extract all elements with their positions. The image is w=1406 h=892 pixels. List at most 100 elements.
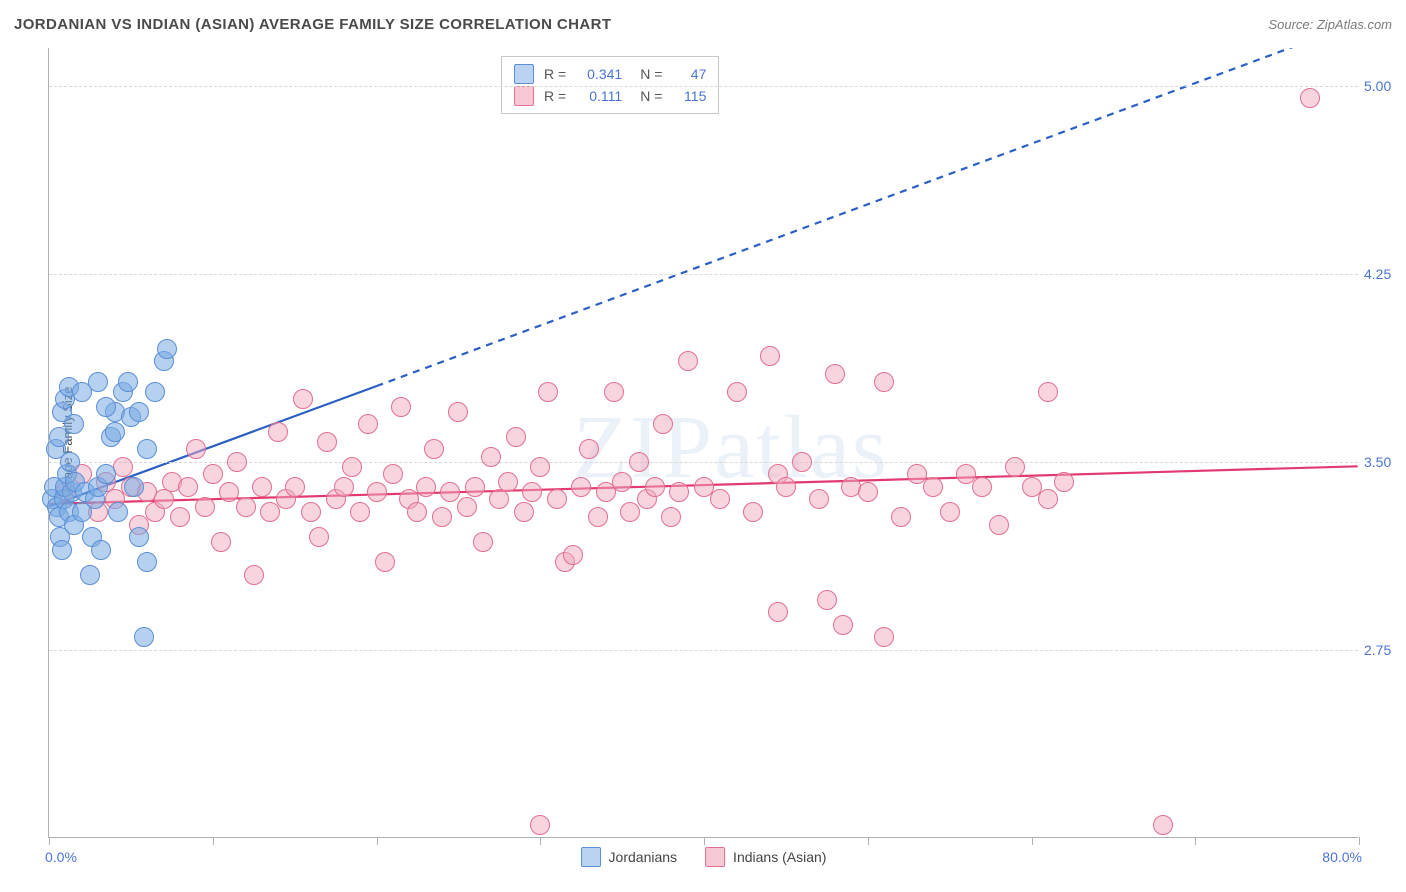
indian-point [620, 502, 640, 522]
jordanian-point [72, 382, 92, 402]
x-tick [704, 837, 705, 845]
jordanian-point [80, 565, 100, 585]
indian-point [506, 427, 526, 447]
indian-point [1054, 472, 1074, 492]
legend-swatch [581, 847, 601, 867]
r-label: R = [544, 63, 566, 85]
trendlines-layer [49, 48, 1358, 837]
n-value: 47 [672, 63, 706, 85]
indian-point [342, 457, 362, 477]
indian-point [547, 489, 567, 509]
legend-item: Indians (Asian) [705, 847, 826, 867]
indian-point [1153, 815, 1173, 835]
indian-point [940, 502, 960, 522]
indian-point [473, 532, 493, 552]
indian-point [489, 489, 509, 509]
indian-point [317, 432, 337, 452]
indian-point [653, 414, 673, 434]
legend-label: Jordanians [609, 849, 678, 865]
jordanian-point [134, 627, 154, 647]
jordanian-point [118, 372, 138, 392]
x-tick [1032, 837, 1033, 845]
indian-point [481, 447, 501, 467]
legend-swatch [514, 86, 534, 106]
indian-point [334, 477, 354, 497]
gridline [49, 86, 1358, 87]
legend-row: R =0.111N =115 [514, 85, 706, 107]
indian-point [760, 346, 780, 366]
indian-point [891, 507, 911, 527]
indian-point [612, 472, 632, 492]
jordanian-point [105, 422, 125, 442]
indian-point [1300, 88, 1320, 108]
chart-title: JORDANIAN VS INDIAN (ASIAN) AVERAGE FAMI… [14, 16, 611, 33]
indian-point [293, 389, 313, 409]
indian-point [1038, 382, 1058, 402]
source-label: Source: ZipAtlas.com [1268, 17, 1392, 32]
indian-point [874, 627, 894, 647]
indian-point [669, 482, 689, 502]
y-tick-label: 4.25 [1364, 266, 1406, 282]
indian-point [923, 477, 943, 497]
indian-point [244, 565, 264, 585]
indian-point [645, 477, 665, 497]
indian-point [285, 477, 305, 497]
indian-point [195, 497, 215, 517]
indian-point [407, 502, 427, 522]
r-value: 0.341 [576, 63, 622, 85]
n-value: 115 [672, 85, 706, 107]
indian-point [727, 382, 747, 402]
indian-point [432, 507, 452, 527]
y-tick-label: 2.75 [1364, 642, 1406, 658]
jordanian-point [157, 339, 177, 359]
indian-point [268, 422, 288, 442]
indian-point [154, 489, 174, 509]
indian-point [178, 477, 198, 497]
jordanian-point [124, 477, 144, 497]
indian-point [858, 482, 878, 502]
n-label: N = [640, 63, 662, 85]
indian-point [588, 507, 608, 527]
indian-point [530, 457, 550, 477]
indian-point [530, 815, 550, 835]
x-tick [213, 837, 214, 845]
indian-point [358, 414, 378, 434]
indian-point [563, 545, 583, 565]
jordanian-point [137, 552, 157, 572]
jordanian-point [137, 439, 157, 459]
jordanian-point [96, 397, 116, 417]
x-tick [1359, 837, 1360, 845]
indian-point [170, 507, 190, 527]
indian-point [309, 527, 329, 547]
jordanian-point [96, 464, 116, 484]
indian-point [825, 364, 845, 384]
indian-point [604, 382, 624, 402]
indian-point [440, 482, 460, 502]
indian-point [661, 507, 681, 527]
indian-point [465, 477, 485, 497]
x-tick [49, 837, 50, 845]
jordanian-point [129, 527, 149, 547]
series-legend: Jordanians Indians (Asian) [581, 847, 827, 867]
indian-point [972, 477, 992, 497]
indian-point [186, 439, 206, 459]
gridline [49, 650, 1358, 651]
indian-point [375, 552, 395, 572]
x-tick [1195, 837, 1196, 845]
x-tick [540, 837, 541, 845]
indian-point [498, 472, 518, 492]
indian-point [1005, 457, 1025, 477]
indian-point [629, 452, 649, 472]
x-axis-max-label: 80.0% [1322, 849, 1362, 865]
jordanian-point [145, 382, 165, 402]
y-tick-label: 3.50 [1364, 454, 1406, 470]
indian-point [874, 372, 894, 392]
indian-point [522, 482, 542, 502]
indian-point [678, 351, 698, 371]
indian-point [203, 464, 223, 484]
x-axis-min-label: 0.0% [45, 849, 77, 865]
legend-row: R = 0.341 N = 47 [514, 63, 706, 85]
indian-point [579, 439, 599, 459]
indian-point [833, 615, 853, 635]
jordanian-point [129, 402, 149, 422]
